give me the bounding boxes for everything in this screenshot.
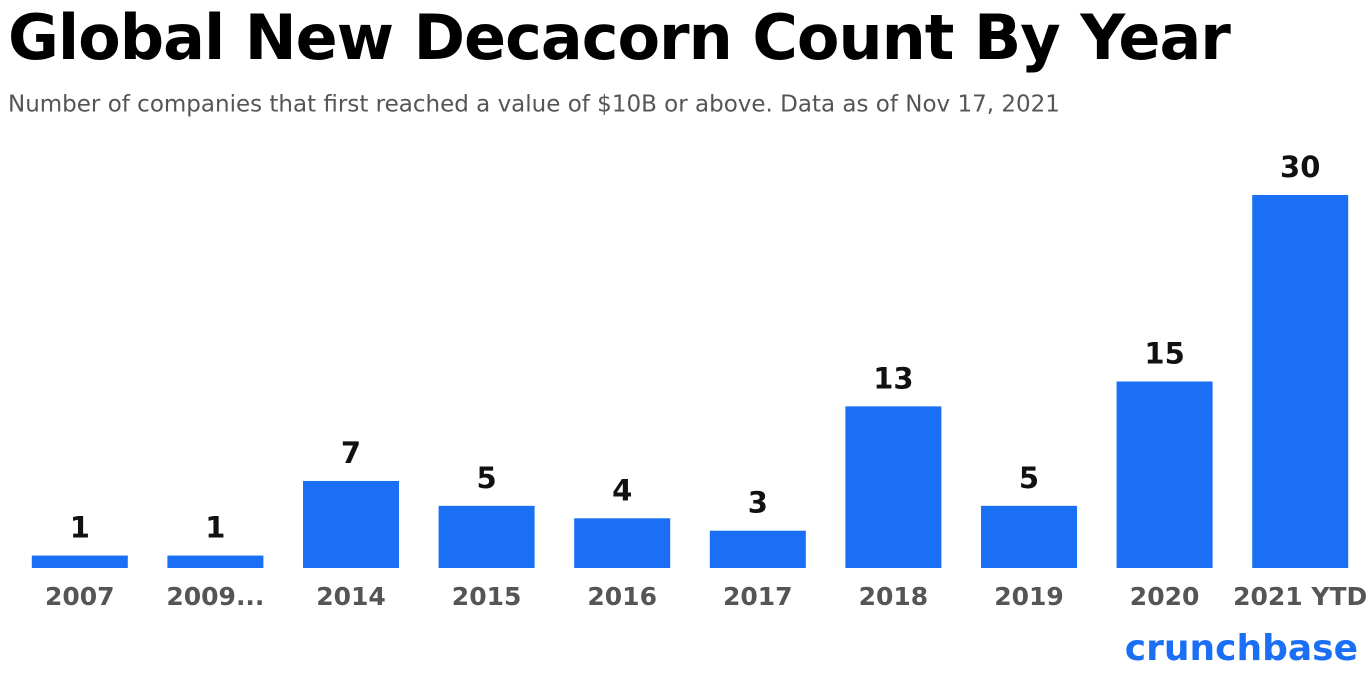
- x-tick-label: 2016: [587, 582, 657, 611]
- x-tick-label: 2015: [452, 582, 522, 611]
- chart-subtitle: Number of companies that first reached a…: [8, 92, 1060, 118]
- bar: [438, 505, 535, 568]
- x-tick-label: 2021 YTD: [1233, 582, 1366, 611]
- bar: [31, 555, 128, 568]
- value-label: 15: [1144, 337, 1184, 371]
- x-tick-label: 2014: [316, 582, 386, 611]
- x-tick-label: 2007: [45, 582, 115, 611]
- bar: [1116, 381, 1213, 568]
- value-label: 3: [748, 486, 768, 520]
- value-label: 5: [477, 461, 497, 495]
- value-label: 5: [1019, 461, 1039, 495]
- x-tick-label: 2020: [1130, 582, 1200, 611]
- bar: [845, 406, 942, 568]
- bar: [303, 480, 399, 568]
- chart-title: Global New Decacorn Count By Year: [8, 1, 1231, 74]
- x-tick-label: 2009...: [166, 582, 264, 611]
- brand-logo: crunchbase: [1125, 628, 1358, 669]
- value-label: 7: [341, 436, 361, 470]
- bar: [167, 555, 264, 568]
- value-label: 13: [873, 361, 913, 395]
- x-tick-label: 2019: [994, 582, 1064, 611]
- bar: [1252, 195, 1349, 568]
- x-tick-label: 2017: [723, 582, 793, 611]
- bar: [981, 505, 1077, 568]
- bar: [574, 518, 671, 568]
- value-label: 30: [1280, 150, 1320, 184]
- x-tick-label: 2018: [859, 582, 929, 611]
- value-label: 4: [612, 473, 632, 507]
- value-label: 1: [70, 511, 90, 545]
- value-label: 1: [205, 511, 225, 545]
- bar: [709, 530, 806, 568]
